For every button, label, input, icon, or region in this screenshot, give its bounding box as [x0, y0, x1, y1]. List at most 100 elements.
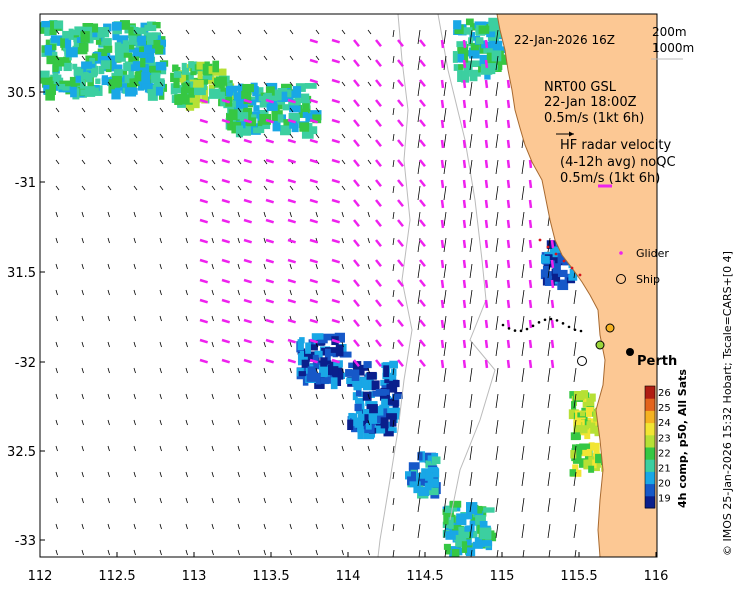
sst-pixel	[557, 279, 569, 291]
model-vector	[547, 419, 551, 435]
model-vector	[237, 393, 240, 400]
model-vector	[211, 549, 214, 556]
model-vector	[185, 29, 190, 35]
hf-vector	[440, 139, 445, 149]
model-vector	[443, 159, 447, 175]
model-vector	[341, 55, 346, 61]
sst-pixel	[483, 47, 493, 54]
sst-pixel	[474, 505, 483, 514]
model-vector	[211, 367, 214, 374]
sst-pixel	[417, 452, 423, 461]
sst-pixel	[362, 391, 372, 401]
hf-vector	[550, 299, 555, 309]
model-vector	[392, 523, 395, 532]
y-tick-label: 32.5	[7, 445, 36, 460]
hf-vector	[199, 218, 209, 224]
sst-pixel	[255, 94, 261, 103]
colorbar-tick-label: 19	[658, 494, 671, 505]
sst-pixel	[570, 432, 580, 441]
model-vector	[133, 497, 136, 504]
model-vector	[237, 367, 240, 374]
model-vector	[237, 289, 240, 296]
hf-vector	[419, 119, 426, 128]
colorbar-tick-label: 26	[658, 388, 671, 399]
model-vector	[185, 497, 188, 504]
sst-pixel	[363, 427, 375, 440]
model-vector	[417, 29, 421, 45]
sst-pixel	[250, 82, 258, 93]
colorbar-band	[645, 495, 655, 509]
sst-pixel	[389, 374, 397, 381]
model-vector	[55, 81, 60, 87]
hf-vector	[243, 118, 253, 124]
hf-vector	[440, 99, 445, 109]
model-vector	[211, 237, 214, 244]
sst-pixel	[185, 98, 195, 111]
hf-vector	[440, 279, 445, 289]
ship-marker-icon	[616, 274, 626, 284]
hf-vector	[265, 218, 275, 224]
model-vector	[55, 29, 60, 35]
model-vector	[263, 497, 266, 504]
hf-vector	[331, 138, 341, 144]
model-vector	[185, 81, 190, 87]
sst-pixel	[102, 38, 112, 46]
glider-point	[513, 329, 517, 332]
perth-marker-icon	[626, 348, 634, 356]
sst-pixel	[585, 459, 593, 468]
model-vector	[469, 55, 473, 71]
sst-pixel	[84, 65, 91, 73]
sst-pixel	[266, 103, 278, 111]
sst-pixel	[374, 425, 386, 434]
y-tick-label: -32	[15, 356, 36, 371]
sst-pixel	[101, 77, 109, 86]
sst-pixel	[371, 380, 380, 391]
hf-vector	[287, 238, 297, 244]
hf-vector	[440, 199, 445, 209]
model-vector	[315, 393, 318, 400]
model-vector	[81, 341, 84, 348]
sst-pixel	[132, 47, 145, 58]
hf-vector	[331, 278, 341, 284]
hf-avg: (4-12h avg) noQC	[560, 155, 676, 170]
hf-vector	[462, 159, 467, 169]
model-vector	[417, 81, 421, 97]
hf-vector	[419, 359, 426, 368]
model-vector	[185, 133, 190, 139]
hf-vector	[506, 119, 511, 129]
model-vector	[341, 263, 344, 270]
sst-pixel	[465, 18, 474, 26]
sst-pixel	[369, 391, 375, 398]
sst-pixel	[594, 427, 601, 437]
sst-pixel	[181, 62, 187, 70]
hf-vector	[243, 318, 253, 324]
hf-vector	[265, 318, 275, 324]
model-vector	[81, 159, 86, 165]
sst-pixel	[189, 94, 201, 103]
model-vector	[495, 523, 499, 539]
sst-pixel	[63, 62, 72, 72]
model-vector	[341, 445, 344, 452]
sst-pixel	[351, 369, 360, 381]
hf-vector	[528, 359, 533, 369]
sst-pixel	[173, 77, 180, 88]
model-vector	[521, 523, 525, 539]
sst-pixel	[241, 90, 248, 99]
hf-vector	[419, 299, 426, 308]
model-vector	[211, 419, 214, 426]
model-vector	[81, 133, 86, 139]
model-vector	[211, 81, 216, 87]
hf-vector	[309, 198, 319, 204]
model-vector	[417, 393, 421, 409]
model-vector	[469, 185, 473, 201]
sst-pixel	[259, 113, 272, 125]
sst-pixel	[475, 37, 484, 45]
model-vector	[315, 445, 318, 452]
hf-vector	[419, 179, 426, 188]
model-vector	[237, 107, 242, 113]
glider-point	[519, 329, 523, 333]
model-vector	[81, 523, 84, 530]
model-vector	[443, 497, 447, 513]
sst-pixel	[44, 24, 51, 36]
model-vector	[417, 133, 421, 149]
